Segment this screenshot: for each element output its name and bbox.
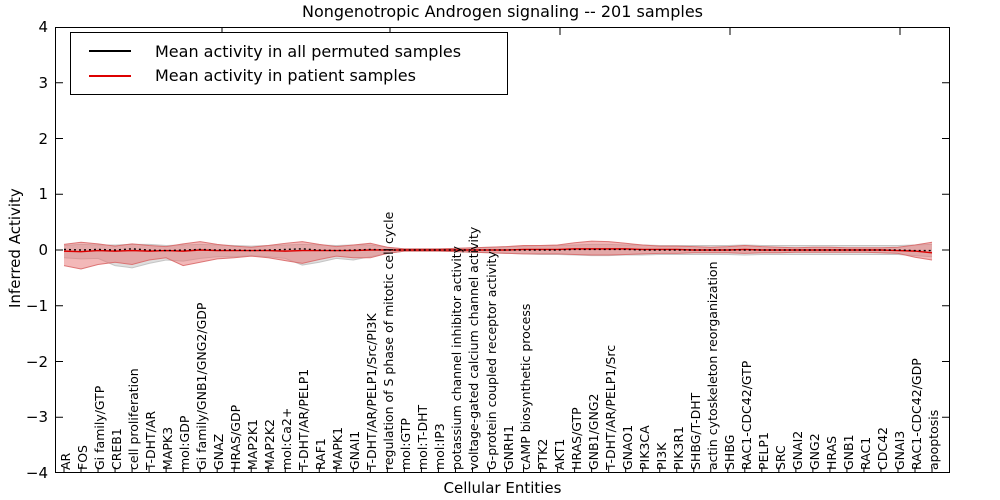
x-tick-label: RAF1 [313,438,329,470]
x-tick-label: GNAI2 [789,430,805,470]
legend-line-patient-icon [89,74,131,77]
x-tick-label: RAC1 [857,436,873,470]
x-tick-label: SHBG [721,434,737,470]
legend-label-patient: Mean activity in patient samples [155,66,416,86]
x-tick-label: GNAO1 [619,424,635,470]
x-tick-label: MAPK3 [160,426,176,470]
x-tick-label: PELP1 [755,432,771,470]
y-tick-label: 1 [38,185,48,204]
x-tick-label: GNAI3 [891,430,907,470]
patient-mean-line [63,248,933,254]
x-tick-label: MAP2K1 [245,419,261,470]
x-tick-label: potassium channel inhibitor activity [449,245,465,470]
y-tick-label: 0 [38,241,48,259]
y-tick-label: −1 [25,296,48,315]
x-tick-label: cell proliferation [126,368,142,470]
legend-line-permuted-icon [89,50,131,53]
x-tick-label: regulation of S phase of mitotic cell cy… [381,211,397,470]
x-tick-label: T-DHT/AR [143,410,159,470]
y-tick-label: −2 [25,352,48,371]
patient-samples-band-lower-edge [63,250,933,270]
x-tick-label: CDC42 [874,427,890,470]
x-tick-label: MAP2K2 [262,419,278,470]
x-tick-label: GNAI1 [347,430,363,470]
x-tick-label: Gi family/GTP [92,385,108,470]
x-tick-label: GNB1/GNG2 [585,393,601,470]
x-tick-label: HRAS/GTP [568,407,584,470]
legend: Mean activity in all permuted samples Me… [70,32,508,95]
y-tick-label: 4 [38,18,48,36]
x-tick-label: G-protein coupled receptor activity [483,251,499,470]
x-tick-label: Gi family/GNB1/GNG2/GDP [194,302,210,470]
x-tick-label: GNAZ [211,433,227,470]
x-tick-label: SRC [772,445,788,470]
x-tick-label: mol:GTP [398,418,414,470]
x-tick-label: PTK2 [534,438,550,470]
x-tick-label: GNG2 [806,433,822,470]
x-tick-label: T-DHT/AR/PELP1 [296,368,312,470]
x-tick-label: HRAS [823,435,839,470]
x-tick-label: AR [58,452,73,470]
x-tick-label: mol:T-DHT [415,404,431,470]
x-tick-label: FOS [75,445,91,470]
patient-samples-band-upper-edge [63,240,933,250]
x-tick-label: RAC1-CDC42/GDP [909,358,924,470]
plot-area [55,27,950,473]
x-tick-label: mol:GDP [177,415,193,470]
legend-item-patient: Mean activity in patient samples [81,66,497,85]
y-tick-label: 2 [38,129,48,148]
x-tick-label: cAMP biosynthetic process [517,303,533,470]
x-tick-label: T-DHT/AR/PELP1/Src [602,344,618,470]
axes-frame [55,27,950,473]
plot-canvas [55,27,950,473]
x-tick-label: mol:IP3 [432,423,448,470]
x-tick-label: HRAS/GDP [228,404,244,470]
x-tick-label: GNRH1 [500,424,516,470]
x-tick-label: CREB1 [109,428,125,470]
y-tick-label: 3 [38,73,48,92]
legend-item-permuted: Mean activity in all permuted samples [81,42,497,61]
x-tick-label: AKT1 [551,438,567,470]
x-tick-label: SHBG/T-DHT [687,392,703,470]
y-tick-label: −4 [25,464,48,482]
x-tick-label: apoptosis [926,409,942,470]
x-tick-label: PIK3CA [636,425,652,470]
x-tick-label: PIK3R1 [670,425,686,470]
x-tick-label: RAC1-CDC42/GTP [738,360,754,470]
x-axis-label: Cellular Entities [443,479,562,497]
x-tick-label: MAPK1 [330,426,346,470]
legend-label-permuted: Mean activity in all permuted samples [155,41,462,61]
y-tick-label: −3 [25,408,48,427]
x-tick-label: voltage-gated calcium channel activity [466,226,482,470]
x-tick-label: T-DHT/AR/PELP1/Src/PI3K [364,313,380,470]
chart-title: Nongenotropic Androgen signaling -- 201 … [301,2,703,21]
x-tick-label: actin cytoskeleton reorganization [704,261,720,470]
x-tick-label: PI3K [653,442,669,470]
patient-samples-band [64,241,933,269]
x-tick-label: mol:Ca2+ [279,407,295,470]
x-tick-label: GNB1 [840,434,856,470]
